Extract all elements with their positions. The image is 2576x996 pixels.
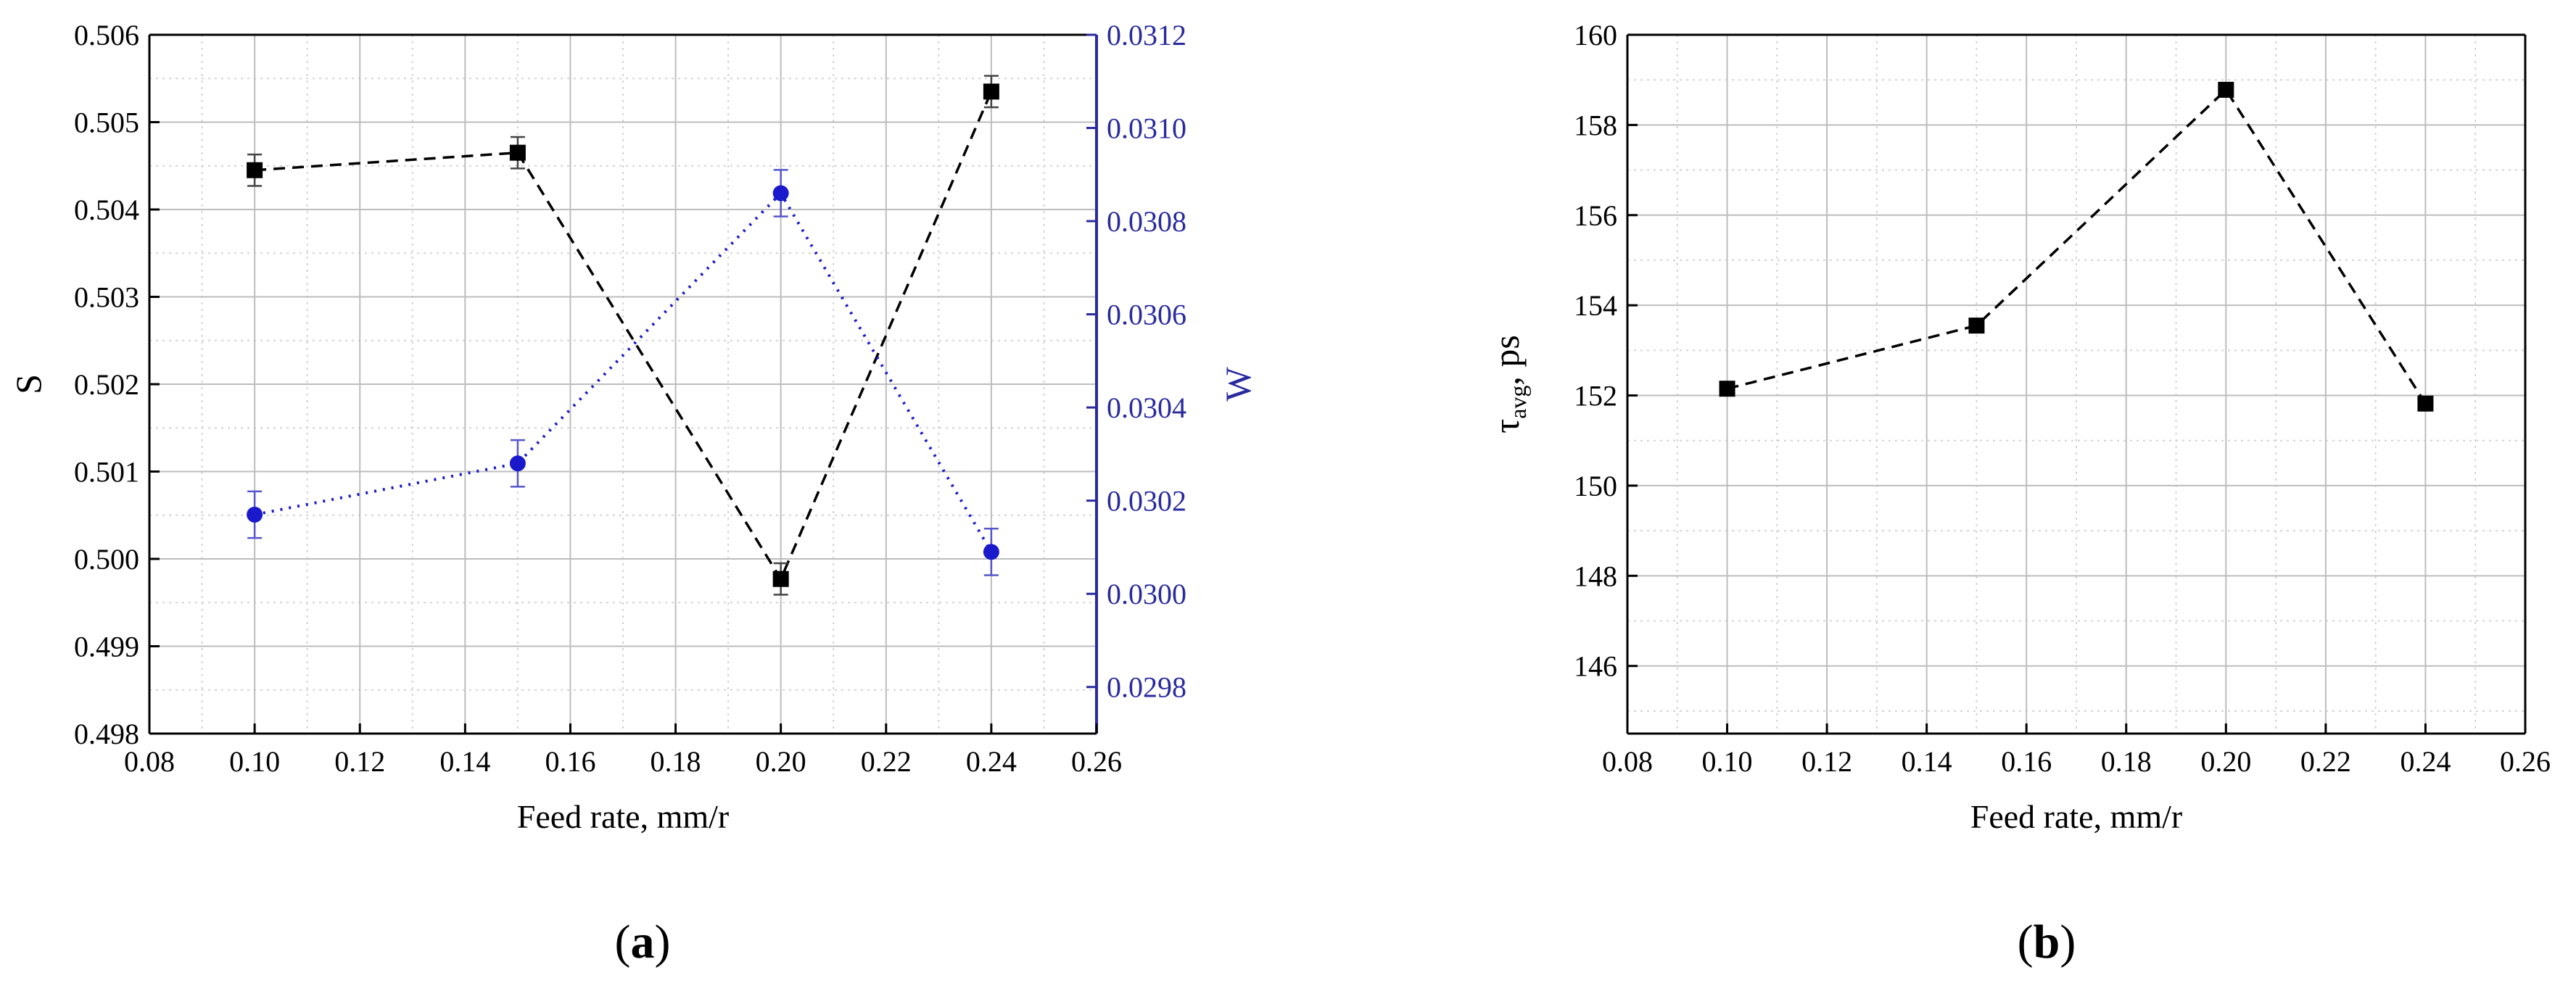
y2-tick-label: 0.0298 bbox=[1107, 671, 1186, 704]
panel-label-b-text: b bbox=[2033, 916, 2060, 968]
y2-tick-label: 0.0302 bbox=[1107, 485, 1186, 518]
y-axis-label: τavg, ps bbox=[1486, 335, 1531, 433]
y2-tick-label: 0.0300 bbox=[1107, 578, 1186, 610]
x-tick-label: 0.18 bbox=[651, 745, 701, 778]
y-tick-label: 158 bbox=[1574, 109, 1617, 141]
chart-b: 0.08 0.10 0.12 0.14 0.16 0.18 0.20 0.22 0.24 0.26… bbox=[1486, 19, 2551, 835]
series-2-point bbox=[772, 185, 789, 202]
y-tick-label: 0.498 bbox=[74, 718, 139, 750]
series-1-point bbox=[1968, 318, 1985, 334]
y2-tick-label: 0.0306 bbox=[1107, 299, 1186, 331]
x-tick-label: 0.10 bbox=[1702, 745, 1753, 778]
x-tick-label: 0.20 bbox=[756, 745, 806, 778]
x-tick-label: 0.14 bbox=[439, 745, 490, 778]
panel-label-a: (a) bbox=[614, 916, 671, 968]
series-2-line bbox=[254, 191, 993, 553]
series-2-point bbox=[983, 544, 999, 560]
x-tick-label: 0.16 bbox=[2001, 745, 2052, 778]
series-1-point bbox=[983, 83, 999, 100]
panel-label-b: (b) bbox=[2017, 916, 2076, 968]
x-tick-label: 0.20 bbox=[2200, 745, 2251, 778]
x-tick-label: 0.08 bbox=[1602, 745, 1653, 778]
y-tick-label: 154 bbox=[1574, 289, 1617, 322]
y2-tick-label: 0.0304 bbox=[1107, 391, 1186, 424]
y-tick-label: 156 bbox=[1574, 199, 1617, 232]
y2-tick-label: 0.0310 bbox=[1107, 112, 1186, 145]
x-axis-label: Feed rate, mm/r bbox=[1970, 798, 2183, 835]
series-1-point bbox=[2417, 395, 2434, 412]
x-tick-label: 0.16 bbox=[545, 745, 595, 778]
y-tick-label: 160 bbox=[1574, 19, 1617, 51]
series-1-point bbox=[247, 162, 263, 178]
series-1-point bbox=[1719, 381, 1735, 397]
x-tick-label: 0.12 bbox=[1801, 745, 1852, 778]
x-tick-label: 0.08 bbox=[124, 745, 175, 778]
y-tick-label: 0.502 bbox=[74, 368, 139, 401]
y2-axis-label: W bbox=[1218, 367, 1258, 402]
y-tick-label: 152 bbox=[1574, 380, 1617, 412]
series-2-point bbox=[509, 455, 526, 472]
series-1-line bbox=[254, 91, 993, 582]
x-tick-label: 0.12 bbox=[334, 745, 385, 778]
y-tick-label: 0.506 bbox=[74, 19, 139, 51]
y-tick-label: 148 bbox=[1574, 560, 1617, 592]
x-tick-label: 0.24 bbox=[966, 745, 1017, 778]
x-tick-label: 0.24 bbox=[2400, 745, 2451, 778]
series-1-point bbox=[2218, 81, 2234, 98]
x-tick-label: 0.26 bbox=[2500, 745, 2551, 778]
y2-tick-label: 0.0312 bbox=[1107, 19, 1186, 51]
y2-tick-label: 0.0308 bbox=[1107, 205, 1186, 238]
y-tick-label: 146 bbox=[1574, 650, 1617, 683]
panel-label-a-text: a bbox=[630, 916, 655, 968]
y-tick-label: 0.499 bbox=[74, 631, 139, 663]
y-tick-label: 150 bbox=[1574, 470, 1617, 502]
x-tick-label: 0.10 bbox=[229, 745, 280, 778]
chart-a: 0.08 0.10 0.12 0.14 0.16 0.18 0.20 0.22 0.24 0.26… bbox=[8, 19, 1258, 835]
y-tick-label: 0.505 bbox=[74, 107, 139, 139]
x-tick-label: 0.26 bbox=[1071, 745, 1122, 778]
y-tick-label: 0.503 bbox=[74, 281, 139, 314]
y-tick-label: 0.501 bbox=[74, 456, 139, 489]
y-tick-label: 0.500 bbox=[74, 543, 139, 576]
x-axis-label: Feed rate, mm/r bbox=[517, 798, 730, 835]
x-tick-label: 0.22 bbox=[861, 745, 912, 778]
series-1-point bbox=[509, 144, 526, 161]
x-tick-label: 0.22 bbox=[2300, 745, 2351, 778]
series-1-point bbox=[772, 570, 789, 587]
x-tick-label: 0.14 bbox=[1902, 745, 1952, 778]
x-tick-label: 0.18 bbox=[2101, 745, 2152, 778]
y-axis-label: S bbox=[8, 374, 49, 394]
y-tick-label: 0.504 bbox=[74, 194, 139, 226]
series-2-point bbox=[247, 506, 263, 523]
